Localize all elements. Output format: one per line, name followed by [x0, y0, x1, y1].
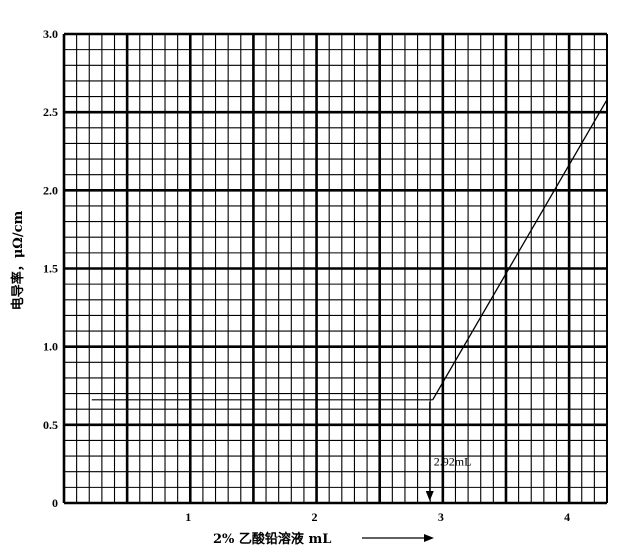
y-tick-label: 2.0 [43, 183, 58, 197]
y-tick-label: 3.0 [43, 27, 58, 41]
data-series [432, 99, 608, 401]
x-axis-label: 2% 乙酸铅溶液 mL [213, 531, 331, 547]
annotation-label: 2.92mL [434, 454, 472, 468]
y-tick-label: 0.5 [43, 418, 58, 432]
series-line [432, 99, 608, 401]
x-tick-labels: 1 2 3 4 [185, 510, 570, 524]
x-axis-arrow [362, 534, 434, 542]
y-axis-label: 电导率，μΩ/cm [10, 211, 26, 311]
reference-arrowhead [425, 491, 434, 501]
y-tick-label: 2.5 [43, 105, 58, 119]
y-tick-labels: 0 0.5 1.0 1.5 2.0 2.5 3.0 [43, 27, 58, 510]
y-tick-label: 1.0 [43, 340, 58, 354]
x-tick-label: 3 [438, 510, 444, 524]
x-tick-label: 4 [564, 510, 570, 524]
reference-lines [91, 399, 434, 501]
y-tick-label: 0 [52, 496, 58, 510]
grid [62, 32, 608, 505]
y-tick-label: 1.5 [43, 262, 58, 276]
x-tick-label: 1 [185, 510, 191, 524]
x-tick-label: 2 [312, 510, 318, 524]
arrow-head [424, 534, 434, 542]
